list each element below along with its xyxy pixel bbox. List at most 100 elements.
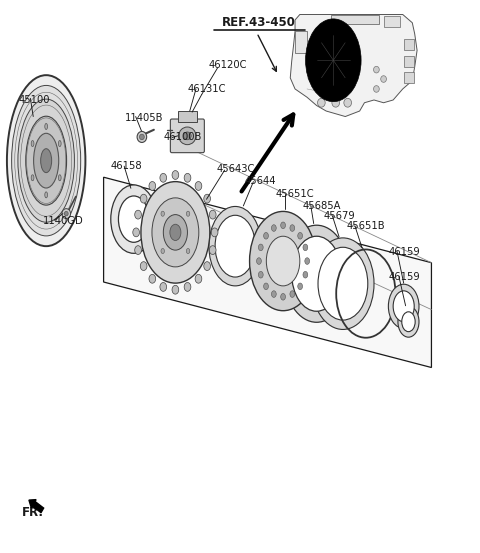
Ellipse shape: [161, 211, 165, 216]
Ellipse shape: [141, 181, 210, 283]
Bar: [178, 111, 197, 122]
FancyBboxPatch shape: [170, 119, 204, 153]
Ellipse shape: [209, 246, 216, 254]
Ellipse shape: [258, 272, 263, 278]
Ellipse shape: [31, 175, 34, 181]
Ellipse shape: [281, 294, 286, 300]
Ellipse shape: [170, 225, 181, 241]
Circle shape: [381, 76, 386, 82]
Ellipse shape: [149, 274, 156, 283]
Ellipse shape: [398, 306, 419, 337]
Ellipse shape: [149, 181, 156, 190]
Ellipse shape: [306, 19, 361, 102]
Ellipse shape: [161, 248, 165, 254]
Ellipse shape: [209, 210, 216, 219]
Bar: [331, 15, 379, 24]
Ellipse shape: [41, 149, 52, 173]
Text: 45651B: 45651B: [346, 221, 385, 231]
Ellipse shape: [135, 246, 142, 254]
Text: 46120C: 46120C: [209, 60, 247, 70]
Ellipse shape: [183, 132, 191, 140]
Ellipse shape: [209, 206, 262, 286]
Text: 46159: 46159: [388, 272, 420, 281]
Bar: [404, 39, 414, 50]
Bar: [404, 56, 414, 67]
Ellipse shape: [250, 211, 317, 311]
Ellipse shape: [272, 291, 276, 298]
Ellipse shape: [195, 181, 202, 190]
Ellipse shape: [211, 228, 218, 237]
Ellipse shape: [298, 283, 302, 290]
Ellipse shape: [45, 123, 48, 129]
Ellipse shape: [281, 222, 286, 228]
Ellipse shape: [256, 258, 261, 264]
Ellipse shape: [34, 133, 59, 188]
Ellipse shape: [186, 248, 190, 254]
Ellipse shape: [140, 134, 144, 140]
Ellipse shape: [393, 291, 414, 322]
Text: 46158: 46158: [111, 161, 143, 171]
Circle shape: [373, 66, 379, 73]
Text: 46159: 46159: [388, 247, 420, 257]
Ellipse shape: [140, 194, 147, 203]
Polygon shape: [290, 14, 417, 117]
Circle shape: [318, 98, 325, 107]
Ellipse shape: [186, 211, 190, 216]
Text: 45100: 45100: [19, 95, 50, 105]
Text: 45685A: 45685A: [302, 201, 341, 211]
Ellipse shape: [266, 236, 300, 286]
Ellipse shape: [318, 247, 368, 320]
Ellipse shape: [402, 312, 415, 332]
Ellipse shape: [31, 140, 34, 147]
Text: 45643C: 45643C: [216, 164, 254, 174]
Text: 1140GD: 1140GD: [43, 216, 84, 226]
Ellipse shape: [152, 198, 199, 267]
Text: REF.43-450: REF.43-450: [222, 16, 296, 29]
Bar: [384, 16, 400, 27]
Ellipse shape: [195, 274, 202, 283]
Circle shape: [373, 86, 379, 92]
Circle shape: [62, 208, 71, 218]
Text: FR.: FR.: [22, 506, 44, 519]
Ellipse shape: [290, 291, 295, 298]
Ellipse shape: [204, 194, 211, 203]
Ellipse shape: [264, 283, 268, 290]
Ellipse shape: [303, 244, 308, 251]
Ellipse shape: [45, 192, 48, 198]
Ellipse shape: [179, 127, 196, 145]
Circle shape: [137, 132, 147, 143]
Ellipse shape: [172, 285, 179, 294]
Bar: [295, 31, 307, 53]
Ellipse shape: [160, 174, 167, 182]
Ellipse shape: [135, 210, 142, 219]
Ellipse shape: [303, 272, 308, 278]
Ellipse shape: [204, 262, 211, 270]
Polygon shape: [104, 177, 432, 368]
Ellipse shape: [18, 99, 74, 222]
Ellipse shape: [119, 196, 149, 242]
Ellipse shape: [172, 170, 179, 179]
Ellipse shape: [111, 185, 157, 253]
Ellipse shape: [305, 258, 310, 264]
Bar: [404, 72, 414, 84]
Text: 45651C: 45651C: [276, 189, 314, 199]
Text: 11405B: 11405B: [125, 113, 164, 123]
Ellipse shape: [312, 238, 374, 330]
Ellipse shape: [215, 215, 255, 277]
Ellipse shape: [298, 232, 302, 239]
Ellipse shape: [184, 174, 191, 182]
Ellipse shape: [388, 284, 419, 328]
Ellipse shape: [258, 244, 263, 251]
Ellipse shape: [272, 225, 276, 231]
Ellipse shape: [163, 215, 188, 250]
Ellipse shape: [59, 140, 61, 147]
FancyArrow shape: [29, 499, 44, 513]
Text: 45679: 45679: [324, 211, 356, 221]
Circle shape: [344, 98, 351, 107]
Ellipse shape: [290, 225, 295, 231]
Ellipse shape: [140, 262, 147, 270]
Circle shape: [332, 98, 339, 107]
Ellipse shape: [59, 175, 61, 181]
Ellipse shape: [284, 225, 349, 322]
Ellipse shape: [264, 232, 268, 239]
